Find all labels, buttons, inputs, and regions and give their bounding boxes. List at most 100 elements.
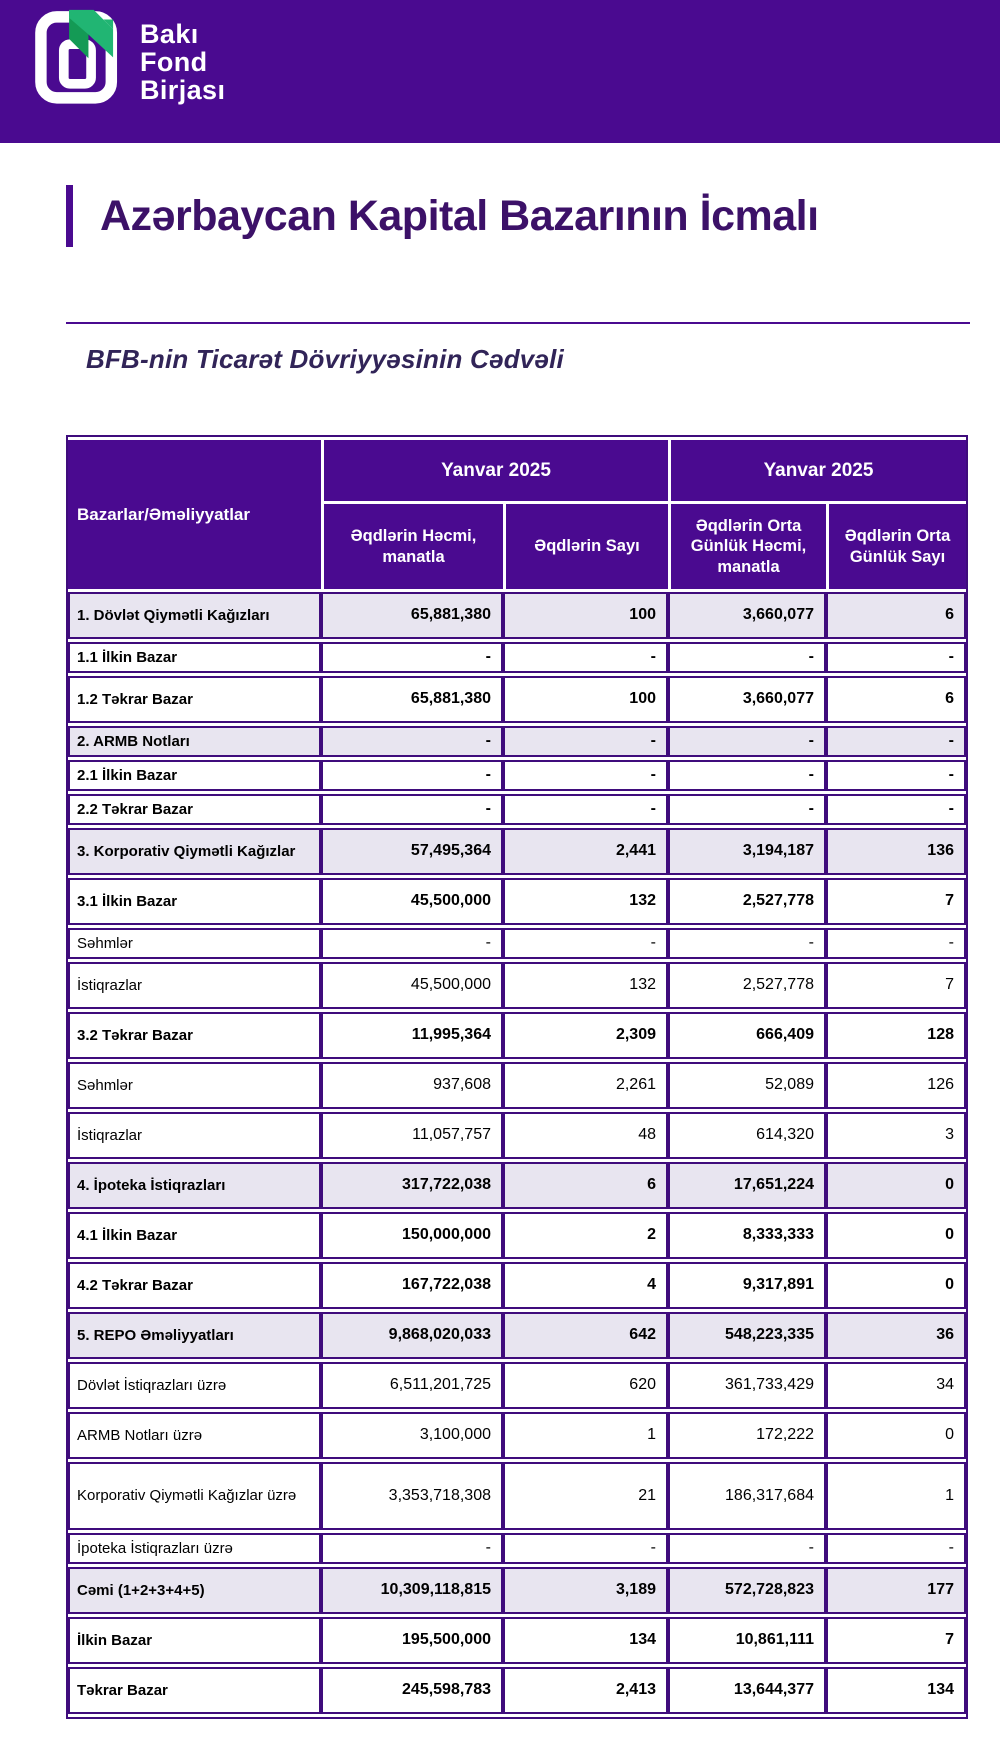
cell-volume: - [321, 928, 503, 959]
row-label: Cəmi (1+2+3+4+5) [68, 1567, 321, 1614]
cell-volume: 6,511,201,725 [321, 1362, 503, 1409]
table-row: İpoteka İstiqrazları üzrə - - - - [68, 1533, 966, 1564]
table-subtitle: BFB-nin Ticarət Dövriyyəsinin Cədvəli [86, 344, 564, 374]
cell-avg-daily-count: 6 [826, 592, 966, 639]
row-label: 2.2 Təkrar Bazar [68, 794, 321, 825]
cell-volume: 45,500,000 [321, 878, 503, 925]
cell-count: 642 [503, 1312, 668, 1359]
table-row: ARMB Notları üzrə 3,100,000 1 172,222 0 [68, 1412, 966, 1459]
cell-avg-daily-count: 7 [826, 878, 966, 925]
cell-volume: 57,495,364 [321, 828, 503, 875]
brand-line-1: Bakı [140, 19, 199, 49]
cell-avg-daily-count: 0 [826, 1412, 966, 1459]
cell-count: 2,413 [503, 1667, 668, 1714]
cell-avg-daily-count: 7 [826, 1617, 966, 1664]
table-row: 1.1 İlkin Bazar - - - - [68, 642, 966, 673]
table-row: İstiqrazlar 11,057,757 48 614,320 3 [68, 1112, 966, 1159]
cell-avg-daily-count: - [826, 794, 966, 825]
table-row: 2.1 İlkin Bazar - - - - [68, 760, 966, 791]
brand-band: Bakı Fond Birjası [0, 0, 1000, 143]
cell-avg-daily-volume: - [668, 928, 826, 959]
cell-volume: 3,100,000 [321, 1412, 503, 1459]
cell-avg-daily-volume: 186,317,684 [668, 1462, 826, 1530]
row-label: 1.1 İlkin Bazar [68, 642, 321, 673]
cell-volume: 9,868,020,033 [321, 1312, 503, 1359]
cell-avg-daily-count: 0 [826, 1262, 966, 1309]
row-label: Səhmlər [68, 1062, 321, 1109]
cell-count: 100 [503, 676, 668, 723]
cell-avg-daily-volume: - [668, 1533, 826, 1564]
cell-avg-daily-count: 0 [826, 1212, 966, 1259]
cell-volume: - [321, 642, 503, 673]
cell-count: - [503, 794, 668, 825]
corner-header: Bazarlar/Əməliyyatlar [68, 440, 321, 589]
table-header-period-row: Bazarlar/Əməliyyatlar Yanvar 2025 Yanvar… [68, 440, 966, 589]
title-accent-bar [66, 185, 73, 247]
col-header-avg-daily-count: Əqdlərin Orta Günlük Sayı [826, 504, 966, 589]
cell-avg-daily-volume: - [668, 760, 826, 791]
cell-volume: - [321, 794, 503, 825]
cell-avg-daily-volume: 3,194,187 [668, 828, 826, 875]
col-header-count: Əqdlərin Sayı [503, 504, 668, 589]
cell-avg-daily-volume: 2,527,778 [668, 878, 826, 925]
cell-avg-daily-volume: 3,660,077 [668, 592, 826, 639]
table-row: 3.2 Təkrar Bazar 11,995,364 2,309 666,40… [68, 1012, 966, 1059]
cell-count: - [503, 928, 668, 959]
cell-avg-daily-volume: 8,333,333 [668, 1212, 826, 1259]
cell-avg-daily-volume: 548,223,335 [668, 1312, 826, 1359]
row-label: İlkin Bazar [68, 1617, 321, 1664]
table-row: Səhmlər - - - - [68, 928, 966, 959]
row-label: 5. REPO Əməliyyatları [68, 1312, 321, 1359]
table-row: Dövlət İstiqrazları üzrə 6,511,201,725 6… [68, 1362, 966, 1409]
brand-wordmark: Bakı Fond Birjası [140, 19, 226, 105]
cell-volume: 167,722,038 [321, 1262, 503, 1309]
cell-avg-daily-count: 7 [826, 962, 966, 1009]
cell-count: 4 [503, 1262, 668, 1309]
cell-count: 1 [503, 1412, 668, 1459]
table-row: 1. Dövlət Qiymətli Kağızları 65,881,380 … [68, 592, 966, 639]
row-label: İstiqrazlar [68, 1112, 321, 1159]
cell-count: 6 [503, 1162, 668, 1209]
period-header-2: Yanvar 2025 [668, 440, 966, 501]
cell-count: 2,261 [503, 1062, 668, 1109]
brand-line-3: Birjası [140, 74, 226, 105]
cell-count: 2,309 [503, 1012, 668, 1059]
cell-volume: 150,000,000 [321, 1212, 503, 1259]
cell-avg-daily-count: - [826, 726, 966, 757]
cell-avg-daily-count: 3 [826, 1112, 966, 1159]
row-label: Korporativ Qiymətli Kağızlar üzrə [68, 1462, 321, 1530]
cell-avg-daily-count: 134 [826, 1667, 966, 1714]
cell-avg-daily-volume: - [668, 726, 826, 757]
cell-count: 2 [503, 1212, 668, 1259]
cell-avg-daily-count: 0 [826, 1162, 966, 1209]
cell-count: 132 [503, 878, 668, 925]
brand-line-2: Fond [140, 46, 208, 77]
cell-avg-daily-volume: 52,089 [668, 1062, 826, 1109]
cell-avg-daily-count: - [826, 928, 966, 959]
cell-avg-daily-count: 34 [826, 1362, 966, 1409]
cell-avg-daily-count: 177 [826, 1567, 966, 1614]
cell-avg-daily-volume: 9,317,891 [668, 1262, 826, 1309]
cell-count: 134 [503, 1617, 668, 1664]
cell-volume: 45,500,000 [321, 962, 503, 1009]
turnover-table: Bazarlar/Əməliyyatlar Yanvar 2025 Yanvar… [66, 435, 968, 1719]
table-header-metric-row: Əqdlərin Həcmi, manatla Əqdlərin Sayı Əq… [68, 504, 966, 589]
cell-volume: 65,881,380 [321, 592, 503, 639]
cell-avg-daily-volume: 13,644,377 [668, 1667, 826, 1714]
table-row: Təkrar Bazar 245,598,783 2,413 13,644,37… [68, 1667, 966, 1714]
table-row: İlkin Bazar 195,500,000 134 10,861,111 7 [68, 1617, 966, 1664]
cell-avg-daily-count: 126 [826, 1062, 966, 1109]
cell-count: 3,189 [503, 1567, 668, 1614]
cell-avg-daily-count: 128 [826, 1012, 966, 1059]
row-label: 3.2 Təkrar Bazar [68, 1012, 321, 1059]
table-row: 3. Korporativ Qiymətli Kağızlar 57,495,3… [68, 828, 966, 875]
cell-avg-daily-count: - [826, 760, 966, 791]
title-block: Azərbaycan Kapital Bazarının İcmalı [66, 185, 970, 247]
cell-volume: 3,353,718,308 [321, 1462, 503, 1530]
table-row: Səhmlər 937,608 2,261 52,089 126 [68, 1062, 966, 1109]
cell-avg-daily-volume: 614,320 [668, 1112, 826, 1159]
table-row: Korporativ Qiymətli Kağızlar üzrə 3,353,… [68, 1462, 966, 1530]
row-label: 2.1 İlkin Bazar [68, 760, 321, 791]
cell-avg-daily-count: - [826, 642, 966, 673]
col-header-volume: Əqdlərin Həcmi, manatla [321, 504, 503, 589]
